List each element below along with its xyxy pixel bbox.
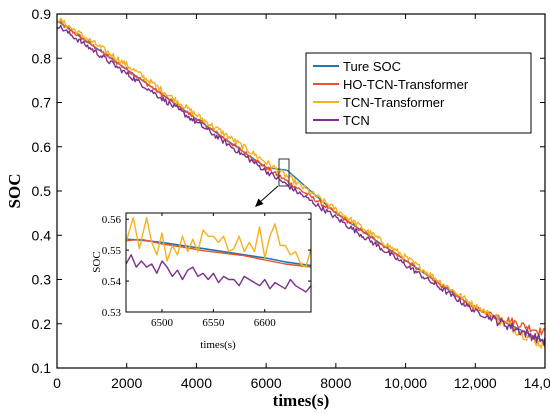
main-y-tick-label: 0.2 xyxy=(32,316,52,332)
legend: Ture SOC HO-TCN-Transformer TCN-Transfor… xyxy=(305,52,532,134)
main-x-tick-label: 12,000 xyxy=(454,375,497,391)
inset-series-tcn xyxy=(126,254,311,293)
zoom-region-box xyxy=(278,158,290,187)
legend-box xyxy=(305,52,532,134)
legend-label-tcn: TCN xyxy=(343,113,370,128)
main-series-ho-tcn-transformer xyxy=(57,19,545,336)
y-axis-title: SOC xyxy=(5,174,24,209)
main-y-tick-label: 0.7 xyxy=(32,95,52,111)
main-y-tick-label: 0.9 xyxy=(32,6,52,22)
main-x-tick-label: 14,000 xyxy=(524,375,550,391)
main-y-tick-label: 0.4 xyxy=(32,227,52,243)
main-series-tcn-transformer xyxy=(57,17,545,349)
x-axis-title: times(s) xyxy=(273,391,330,410)
main-y-tick-label: 0.3 xyxy=(32,272,52,288)
inset-x-tick-label: 6600 xyxy=(254,317,277,329)
main-y-tick-label: 0.6 xyxy=(32,139,52,155)
main-y-tick-label: 0.1 xyxy=(32,360,52,376)
zoom-arrow-line xyxy=(258,185,279,204)
main-x-tick-label: 2000 xyxy=(111,375,142,391)
zoom-annotation xyxy=(255,158,290,207)
inset-y-tick-label: 0.53 xyxy=(102,307,122,319)
inset-frame xyxy=(125,212,312,313)
inset-y-axis-title: SOC xyxy=(91,251,103,272)
inset-x-axis-title: times(s) xyxy=(200,339,236,351)
inset-series-group xyxy=(126,216,311,293)
inset-y-tick-label: 0.55 xyxy=(102,245,122,257)
legend-label-ho-tcn-transformer: HO-TCN-Transformer xyxy=(343,77,469,92)
main-series-tcn xyxy=(57,24,545,346)
legend-label-tcn-transformer: TCN-Transformer xyxy=(343,95,445,110)
inset-y-tick-label: 0.54 xyxy=(102,276,122,288)
inset-chart: 6500 6550 6600 0.53 0.54 0.55 0.56 times(s) SO… xyxy=(89,208,317,358)
inset-x-tick-label: 6550 xyxy=(202,317,225,329)
main-x-tick-label: 8000 xyxy=(320,375,351,391)
zoom-arrow-head xyxy=(255,198,264,207)
main-y-tick-label: 0.8 xyxy=(32,50,52,66)
inset-axis-ticks: 6500 6550 6600 0.53 0.54 0.55 0.56 xyxy=(102,213,311,329)
main-x-tick-label: 6000 xyxy=(251,375,282,391)
inset-series-tcn-transformer xyxy=(126,216,311,268)
main-x-tick-label: 10,000 xyxy=(384,375,427,391)
legend-label-ture-soc: Ture SOC xyxy=(343,59,401,74)
inset-x-tick-label: 6500 xyxy=(151,317,174,329)
main-series-group xyxy=(57,17,545,349)
main-y-tick-label: 0.5 xyxy=(32,183,52,199)
main-x-tick-label: 4000 xyxy=(181,375,212,391)
main-axis-ticks: 0 2000 4000 6000 8000 10,000 12,000 14,000 0.1 0.… xyxy=(32,6,550,391)
main-x-tick-label: 0 xyxy=(53,375,61,391)
inset-y-tick-label: 0.56 xyxy=(102,214,122,226)
